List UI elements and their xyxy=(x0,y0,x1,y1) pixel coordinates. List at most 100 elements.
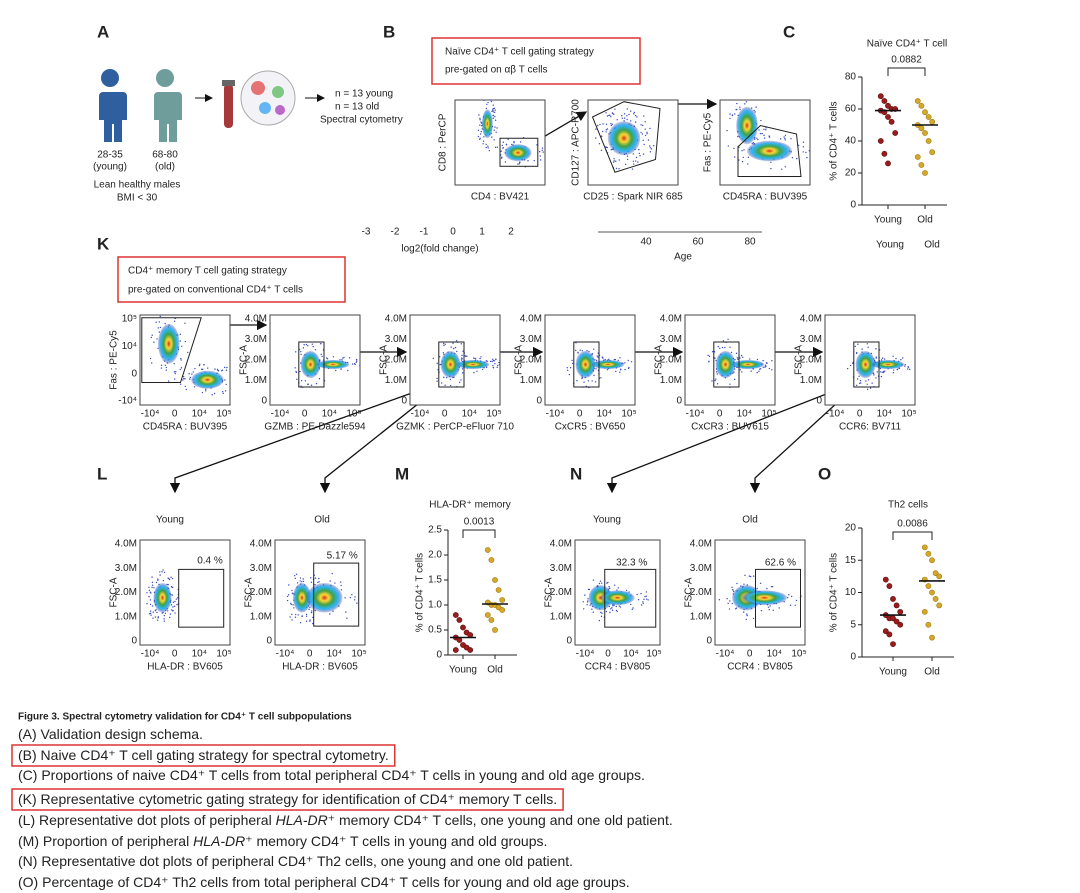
gate xyxy=(298,341,325,388)
chart-title: Naïve CD4⁺ T cell xyxy=(867,39,948,50)
event-dot xyxy=(619,371,621,373)
event-dot xyxy=(318,581,320,583)
event-dot xyxy=(479,133,482,135)
event-dot xyxy=(155,321,157,323)
event-dot xyxy=(461,368,464,370)
event-dot xyxy=(760,119,762,122)
event-dot xyxy=(332,356,335,358)
event-dot xyxy=(566,369,569,372)
event-dot xyxy=(224,390,227,392)
event-dot xyxy=(732,589,734,591)
y-tick-label: 3.0M xyxy=(690,563,712,574)
event-dot xyxy=(511,143,513,146)
event-dot xyxy=(505,144,508,146)
event-dot xyxy=(794,604,796,606)
event-dot xyxy=(768,136,771,138)
event-dot xyxy=(771,360,773,362)
y-tick-label: 1.0M xyxy=(245,375,267,386)
y-tick-label: 0 xyxy=(131,636,137,647)
data-dot xyxy=(488,617,495,623)
event-dot xyxy=(443,344,445,347)
event-dot xyxy=(626,115,628,117)
event-dot xyxy=(156,619,159,621)
event-dot xyxy=(638,148,640,151)
event-dot xyxy=(474,357,476,360)
event-dot xyxy=(768,367,771,370)
event-dot xyxy=(485,146,487,149)
density-blob xyxy=(504,144,532,162)
data-dot xyxy=(893,602,900,609)
box-text: pre-gated on αβ T cells xyxy=(445,65,548,76)
event-dot xyxy=(790,138,792,140)
event-dot xyxy=(752,142,754,144)
event-dot xyxy=(649,127,651,130)
event-dot xyxy=(493,111,496,114)
event-dot xyxy=(442,342,445,345)
event-dot xyxy=(450,346,452,348)
box-text: CD4⁺ memory T cell gating strategy xyxy=(128,266,287,277)
event-dot xyxy=(151,586,153,589)
y-tick-label: 20 xyxy=(845,168,857,179)
event-dot xyxy=(146,592,148,594)
event-dot xyxy=(594,137,597,139)
event-dot xyxy=(174,372,176,375)
event-dot xyxy=(760,610,763,612)
event-dot xyxy=(610,124,613,127)
data-dot xyxy=(914,98,921,104)
density-blob xyxy=(731,360,765,369)
event-dot xyxy=(593,374,595,377)
event-dot xyxy=(167,577,169,579)
y-tick-label: 2.5 xyxy=(428,525,442,536)
flow-plot xyxy=(139,539,231,646)
event-dot xyxy=(438,356,441,358)
background-category: Young xyxy=(876,240,904,251)
event-dot xyxy=(791,156,794,159)
y-tick-label: 1.0M xyxy=(115,611,137,622)
event-dot xyxy=(156,338,158,340)
event-dot xyxy=(449,378,452,381)
event-dot xyxy=(645,591,648,593)
event-dot xyxy=(191,373,193,375)
p-value: 0.0882 xyxy=(891,55,922,66)
event-dot xyxy=(633,111,636,114)
caption-segment: HLA-DR⁺ xyxy=(193,833,253,849)
event-dot xyxy=(867,379,870,381)
gate-label: 62.6 % xyxy=(765,558,796,569)
event-dot xyxy=(576,380,578,382)
event-dot xyxy=(172,609,174,612)
density-blob xyxy=(482,109,493,139)
y-tick-label: 1.0M xyxy=(520,375,542,386)
event-dot xyxy=(157,327,159,329)
x-axis-label: CxCR3 : BUV615 xyxy=(691,422,769,433)
event-dot xyxy=(344,597,346,599)
event-dot xyxy=(300,379,303,382)
y-tick-label: 4.0M xyxy=(385,314,407,325)
event-dot xyxy=(339,359,341,361)
event-dot xyxy=(755,106,757,108)
x-tick-label: Old xyxy=(917,215,933,226)
y-tick-label: 2.0M xyxy=(660,355,682,366)
y-axis-label: Fas : PE-Cy5 xyxy=(703,112,714,172)
event-dot xyxy=(759,368,762,370)
significance-bracket xyxy=(892,531,933,540)
y-tick-label: 2.0 xyxy=(428,550,442,561)
y-tick-label: 2.0M xyxy=(115,587,137,598)
event-dot xyxy=(292,604,294,606)
event-dot xyxy=(745,618,747,621)
event-dot xyxy=(746,613,748,615)
data-dot xyxy=(488,557,495,563)
x-tick-label: 10⁴ xyxy=(327,649,342,660)
event-dot xyxy=(152,617,154,619)
event-dot xyxy=(778,607,780,609)
event-dot xyxy=(744,103,746,105)
event-dot xyxy=(492,367,495,369)
x-tick-label: 10⁵ xyxy=(346,409,361,420)
event-dot xyxy=(742,611,745,613)
event-dot xyxy=(485,107,488,110)
event-dot xyxy=(752,617,755,620)
event-dot xyxy=(584,594,586,596)
event-dot xyxy=(722,340,725,342)
event-dot xyxy=(301,615,303,617)
event-dot xyxy=(299,622,302,624)
event-dot xyxy=(594,381,597,383)
